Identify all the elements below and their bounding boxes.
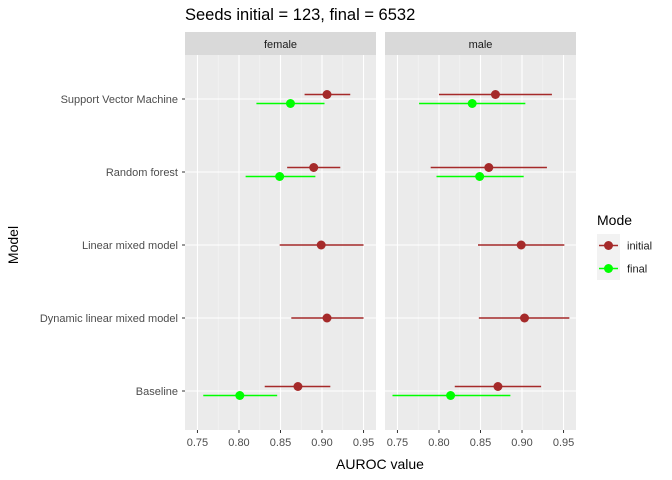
legend-key-point-final [604,264,613,273]
point-initial [316,240,326,250]
y-tick-label: Dynamic linear mixed model [40,313,178,325]
legend-title: Mode [597,212,632,228]
point-initial [493,382,503,391]
point-final [285,99,295,108]
x-tick-label: 0.95 [353,437,374,449]
point-final [235,391,245,400]
x-tick-label: 0.75 [187,437,208,449]
x-tick-label: 0.85 [470,437,491,449]
y-tick-label: Baseline [136,386,178,398]
facet-strip-label: female [264,39,297,51]
x-tick-label: 0.85 [270,437,291,449]
legend-key-point-initial [604,241,613,250]
x-tick-label: 0.90 [311,437,332,449]
legend: Mode initial final [597,212,652,280]
point-final [446,391,456,400]
x-tick-label: 0.90 [511,437,532,449]
y-axis-label: Model [5,226,21,264]
y-tick-label: Support Vector Machine [61,94,178,106]
point-initial [309,163,319,172]
point-initial [484,163,494,172]
x-tick-label: 0.80 [428,437,449,449]
x-tick-label: 0.80 [228,437,249,449]
facet-strip [385,32,576,55]
facet-strip-label: male [469,39,493,51]
facet-panel-male: male 0.75 0.80 0.85 0.90 0.95 [385,32,576,449]
x-tick-label: 0.75 [387,437,408,449]
facet-panels: female 0.75 0.80 0.85 0.90 0.95 male 0.75 0.80 0.… [185,32,576,449]
facet-panel-female: female 0.75 0.80 0.85 0.90 0.95 [185,32,376,449]
legend-label-final: final [627,264,647,276]
point-initial [322,90,332,99]
x-tick-label: 0.95 [553,437,574,449]
point-initial [293,382,303,391]
chart-title: Seeds initial = 123, final = 6532 [185,6,415,24]
legend-label-initial: initial [627,241,652,253]
point-final [467,99,477,108]
y-tick-label: Random forest [106,167,178,179]
y-axis-ticks: Support Vector Machine Random forest Linea… [40,94,185,398]
point-final [275,172,285,181]
facet-strip [185,32,376,55]
x-axis-label: AUROC value [336,456,424,472]
point-initial [490,90,500,99]
point-initial [322,313,332,323]
point-initial [516,240,526,250]
y-tick-label: Linear mixed model [82,240,178,252]
point-initial [520,313,530,323]
point-final [475,172,485,181]
